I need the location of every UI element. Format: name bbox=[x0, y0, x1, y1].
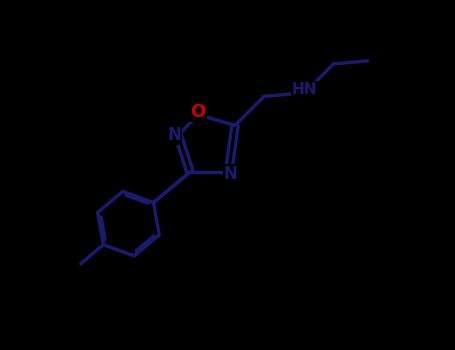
Text: HN: HN bbox=[292, 82, 318, 97]
Text: O: O bbox=[191, 104, 206, 121]
Text: N: N bbox=[167, 126, 182, 144]
Text: N: N bbox=[224, 165, 238, 183]
